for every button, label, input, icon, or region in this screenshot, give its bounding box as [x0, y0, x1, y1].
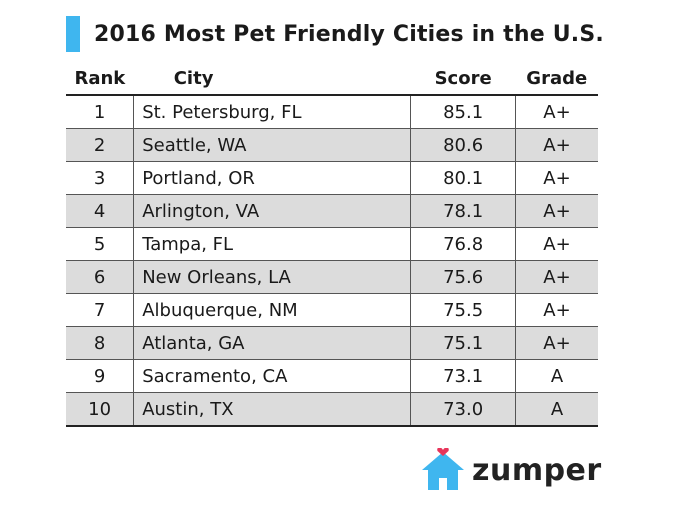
cell-score: 80.1	[410, 161, 516, 195]
cell-rank: 4	[66, 194, 135, 228]
cell-city: Albuquerque, NM	[133, 293, 411, 327]
cell-grade: A+	[515, 128, 598, 162]
table-body: 1 St. Petersburg, FL 85.1 A+ 2 Seattle, WA 80.…	[66, 95, 598, 427]
cell-rank: 1	[66, 95, 135, 129]
cell-rank: 8	[66, 326, 135, 360]
table-row: 5 Tampa, FL 76.8 A+	[66, 227, 598, 261]
table-row: 4 Arlington, VA 78.1 A+	[66, 194, 598, 228]
cell-city: Seattle, WA	[133, 128, 411, 162]
header-rank: Rank	[66, 62, 134, 96]
table-row: 8 Atlanta, GA 75.1 A+	[66, 326, 598, 360]
cell-score: 73.1	[410, 359, 516, 393]
cell-grade: A+	[515, 95, 598, 129]
chart-title: 2016 Most Pet Friendly Cities in the U.S…	[94, 21, 604, 47]
cell-city: Austin, TX	[133, 392, 411, 427]
title-accent-bar	[66, 16, 80, 52]
cell-city: Atlanta, GA	[133, 326, 411, 360]
table-row: 7 Albuquerque, NM 75.5 A+	[66, 293, 598, 327]
cell-score: 80.6	[410, 128, 516, 162]
cell-score: 76.8	[410, 227, 516, 261]
cell-rank: 7	[66, 293, 135, 327]
cell-grade: A+	[515, 227, 598, 261]
cell-rank: 3	[66, 161, 135, 195]
table-row: 9 Sacramento, CA 73.1 A	[66, 359, 598, 393]
cell-score: 85.1	[410, 95, 516, 129]
cell-score: 78.1	[410, 194, 516, 228]
cell-grade: A+	[515, 293, 598, 327]
zumper-logo: zumper	[420, 448, 602, 492]
brand-name: zumper	[472, 452, 602, 488]
cell-grade: A+	[515, 161, 598, 195]
cell-city: Sacramento, CA	[133, 359, 411, 393]
cell-grade: A+	[515, 260, 598, 294]
header-row: Rank City Score Grade	[66, 62, 598, 96]
cell-rank: 9	[66, 359, 135, 393]
rankings-table: Rank City Score Grade 1 St. Petersburg, F…	[66, 62, 598, 427]
cell-grade: A+	[515, 326, 598, 360]
header-city: City	[133, 62, 411, 96]
header-grade: Grade	[515, 62, 598, 96]
table-row: 10 Austin, TX 73.0 A	[66, 392, 598, 427]
header-score: Score	[410, 62, 516, 96]
heart-icon	[437, 448, 449, 456]
cell-rank: 10	[66, 392, 135, 427]
cell-score: 75.6	[410, 260, 516, 294]
cell-rank: 2	[66, 128, 135, 162]
cell-city: Portland, OR	[133, 161, 411, 195]
cell-score: 75.1	[410, 326, 516, 360]
cell-score: 75.5	[410, 293, 516, 327]
cell-rank: 6	[66, 260, 135, 294]
cell-city: Arlington, VA	[133, 194, 411, 228]
cell-grade: A	[515, 392, 598, 427]
cell-rank: 5	[66, 227, 135, 261]
house-icon	[422, 448, 464, 490]
table-row: 2 Seattle, WA 80.6 A+	[66, 128, 598, 162]
table-row: 3 Portland, OR 80.1 A+	[66, 161, 598, 195]
cell-grade: A+	[515, 194, 598, 228]
cell-score: 73.0	[410, 392, 516, 427]
title-block: 2016 Most Pet Friendly Cities in the U.S…	[66, 16, 604, 52]
cell-grade: A	[515, 359, 598, 393]
table-row: 6 New Orleans, LA 75.6 A+	[66, 260, 598, 294]
cell-city: Tampa, FL	[133, 227, 411, 261]
table-row: 1 St. Petersburg, FL 85.1 A+	[66, 95, 598, 129]
cell-city: St. Petersburg, FL	[133, 95, 411, 129]
cell-city: New Orleans, LA	[133, 260, 411, 294]
